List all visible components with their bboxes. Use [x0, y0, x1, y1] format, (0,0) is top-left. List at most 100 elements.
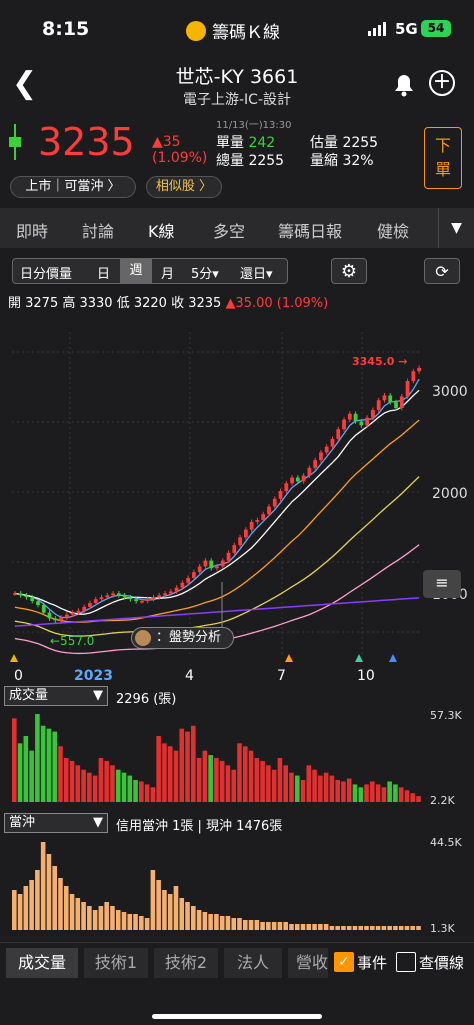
price-line-checkbox[interactable] [396, 952, 416, 972]
volume-indicator-select[interactable]: 成交量 ▼ [4, 686, 108, 706]
bar [318, 775, 323, 802]
candle [41, 604, 46, 613]
candle [197, 566, 202, 573]
bar [381, 787, 387, 802]
signal-icon [368, 22, 386, 36]
similar-stock-button[interactable]: 相似股 〉 [146, 176, 222, 198]
bar [289, 924, 294, 930]
bar [375, 926, 381, 930]
chart-resize-handle-icon[interactable]: ≡ [423, 570, 461, 598]
event-marker-icon [389, 654, 397, 662]
market-badge[interactable]: 上市｜可當沖 〉 [10, 176, 136, 198]
candle [330, 438, 335, 447]
period-month[interactable]: 月 [161, 267, 175, 282]
bar [162, 890, 167, 930]
adjust-dropdown[interactable]: 還日▾ [240, 267, 273, 282]
bar [156, 736, 161, 802]
bar [12, 890, 17, 930]
bar [40, 842, 46, 930]
bottom-tab-revenue[interactable]: 營收 [288, 948, 328, 978]
bar [35, 870, 40, 930]
bar [110, 906, 115, 930]
period-5min[interactable]: 5分▾ [191, 267, 219, 282]
event-checkbox-icon[interactable]: ✓ [334, 952, 354, 972]
tab-longshort[interactable]: 多空 [213, 222, 246, 241]
settings-gear-icon[interactable]: ⚙ [331, 258, 367, 284]
order-button[interactable]: 下 單 [424, 127, 462, 189]
bar [196, 758, 202, 802]
tab-chips-daily[interactable]: 籌碼日報 [278, 222, 343, 241]
bar [23, 886, 29, 930]
event-label: 事件 [357, 954, 388, 972]
candle [267, 506, 271, 515]
bottom-tab-tech1[interactable]: 技術1 [84, 948, 148, 978]
bar [242, 746, 248, 802]
daytrade-max: 44.5K [430, 836, 462, 849]
candle [134, 599, 139, 602]
daytrade-value: 信用當沖 1張 | 現沖 1476張 [116, 819, 283, 834]
back-icon[interactable]: ❮ [12, 66, 38, 101]
period-week[interactable]: 週 [120, 258, 152, 284]
candle [243, 529, 248, 538]
bar [179, 898, 185, 930]
x-label-4: 4 [185, 668, 194, 684]
price-pct: (1.09%) [152, 150, 208, 166]
candle [301, 475, 306, 482]
page-title: 世芯-KY 3661 [175, 66, 299, 88]
candle [111, 593, 115, 596]
y-label-2000: 2000 [432, 486, 468, 502]
bar [63, 886, 69, 930]
bar [167, 894, 173, 930]
price-change: ▲35 [152, 134, 181, 150]
bottom-tab-tech2[interactable]: 技術2 [154, 948, 218, 978]
candle [336, 429, 341, 439]
bar [58, 878, 63, 930]
analysis-annotation[interactable]: ：盤勢分析 [131, 627, 234, 649]
bar [29, 880, 34, 930]
tab-kline[interactable]: K線 [148, 222, 175, 241]
daytrade-indicator-select[interactable]: 當沖 ▼ [4, 813, 108, 833]
add-icon[interactable]: + [429, 70, 455, 96]
bar [139, 781, 144, 802]
volume-min: 2.2K [430, 794, 455, 807]
label-unit-volume: 單量 [216, 135, 244, 151]
candle [290, 477, 294, 484]
candle [342, 419, 346, 430]
bottom-tab-volume[interactable]: 成交量 [6, 948, 78, 978]
bar [404, 790, 410, 802]
bar [46, 728, 52, 802]
bar [237, 918, 242, 930]
candle [93, 599, 98, 604]
candle [145, 599, 150, 602]
candle [313, 460, 318, 468]
period-dayprice[interactable]: 日分價量 [20, 267, 73, 282]
rotate-screen-icon[interactable]: ⟳ [424, 258, 460, 284]
bar [219, 916, 225, 930]
bar [81, 769, 86, 802]
bar [75, 898, 81, 930]
daytrade-chart[interactable] [0, 834, 430, 934]
bar [416, 796, 421, 802]
bar [352, 784, 358, 802]
tab-bar [0, 208, 474, 248]
bar [375, 784, 381, 802]
candle [220, 560, 225, 567]
bar [202, 750, 208, 802]
tab-discussion[interactable]: 討論 [82, 222, 115, 241]
candle [238, 537, 242, 546]
y-label-3000: 3000 [432, 384, 468, 400]
volume-chart[interactable] [0, 706, 430, 806]
tab-health[interactable]: 健檢 [377, 222, 410, 241]
bar [46, 854, 52, 930]
bar [277, 922, 283, 930]
bar [306, 765, 312, 802]
bar [104, 902, 109, 930]
bar [208, 755, 213, 802]
tab-more-icon[interactable]: ▼ [438, 208, 474, 248]
bar [266, 765, 271, 802]
bell-icon[interactable] [391, 70, 417, 98]
bottom-tab-institutional[interactable]: 法人 [224, 948, 282, 978]
tab-realtime[interactable]: 即時 [16, 222, 49, 241]
bar [214, 914, 219, 930]
period-day[interactable]: 日 [97, 267, 111, 282]
